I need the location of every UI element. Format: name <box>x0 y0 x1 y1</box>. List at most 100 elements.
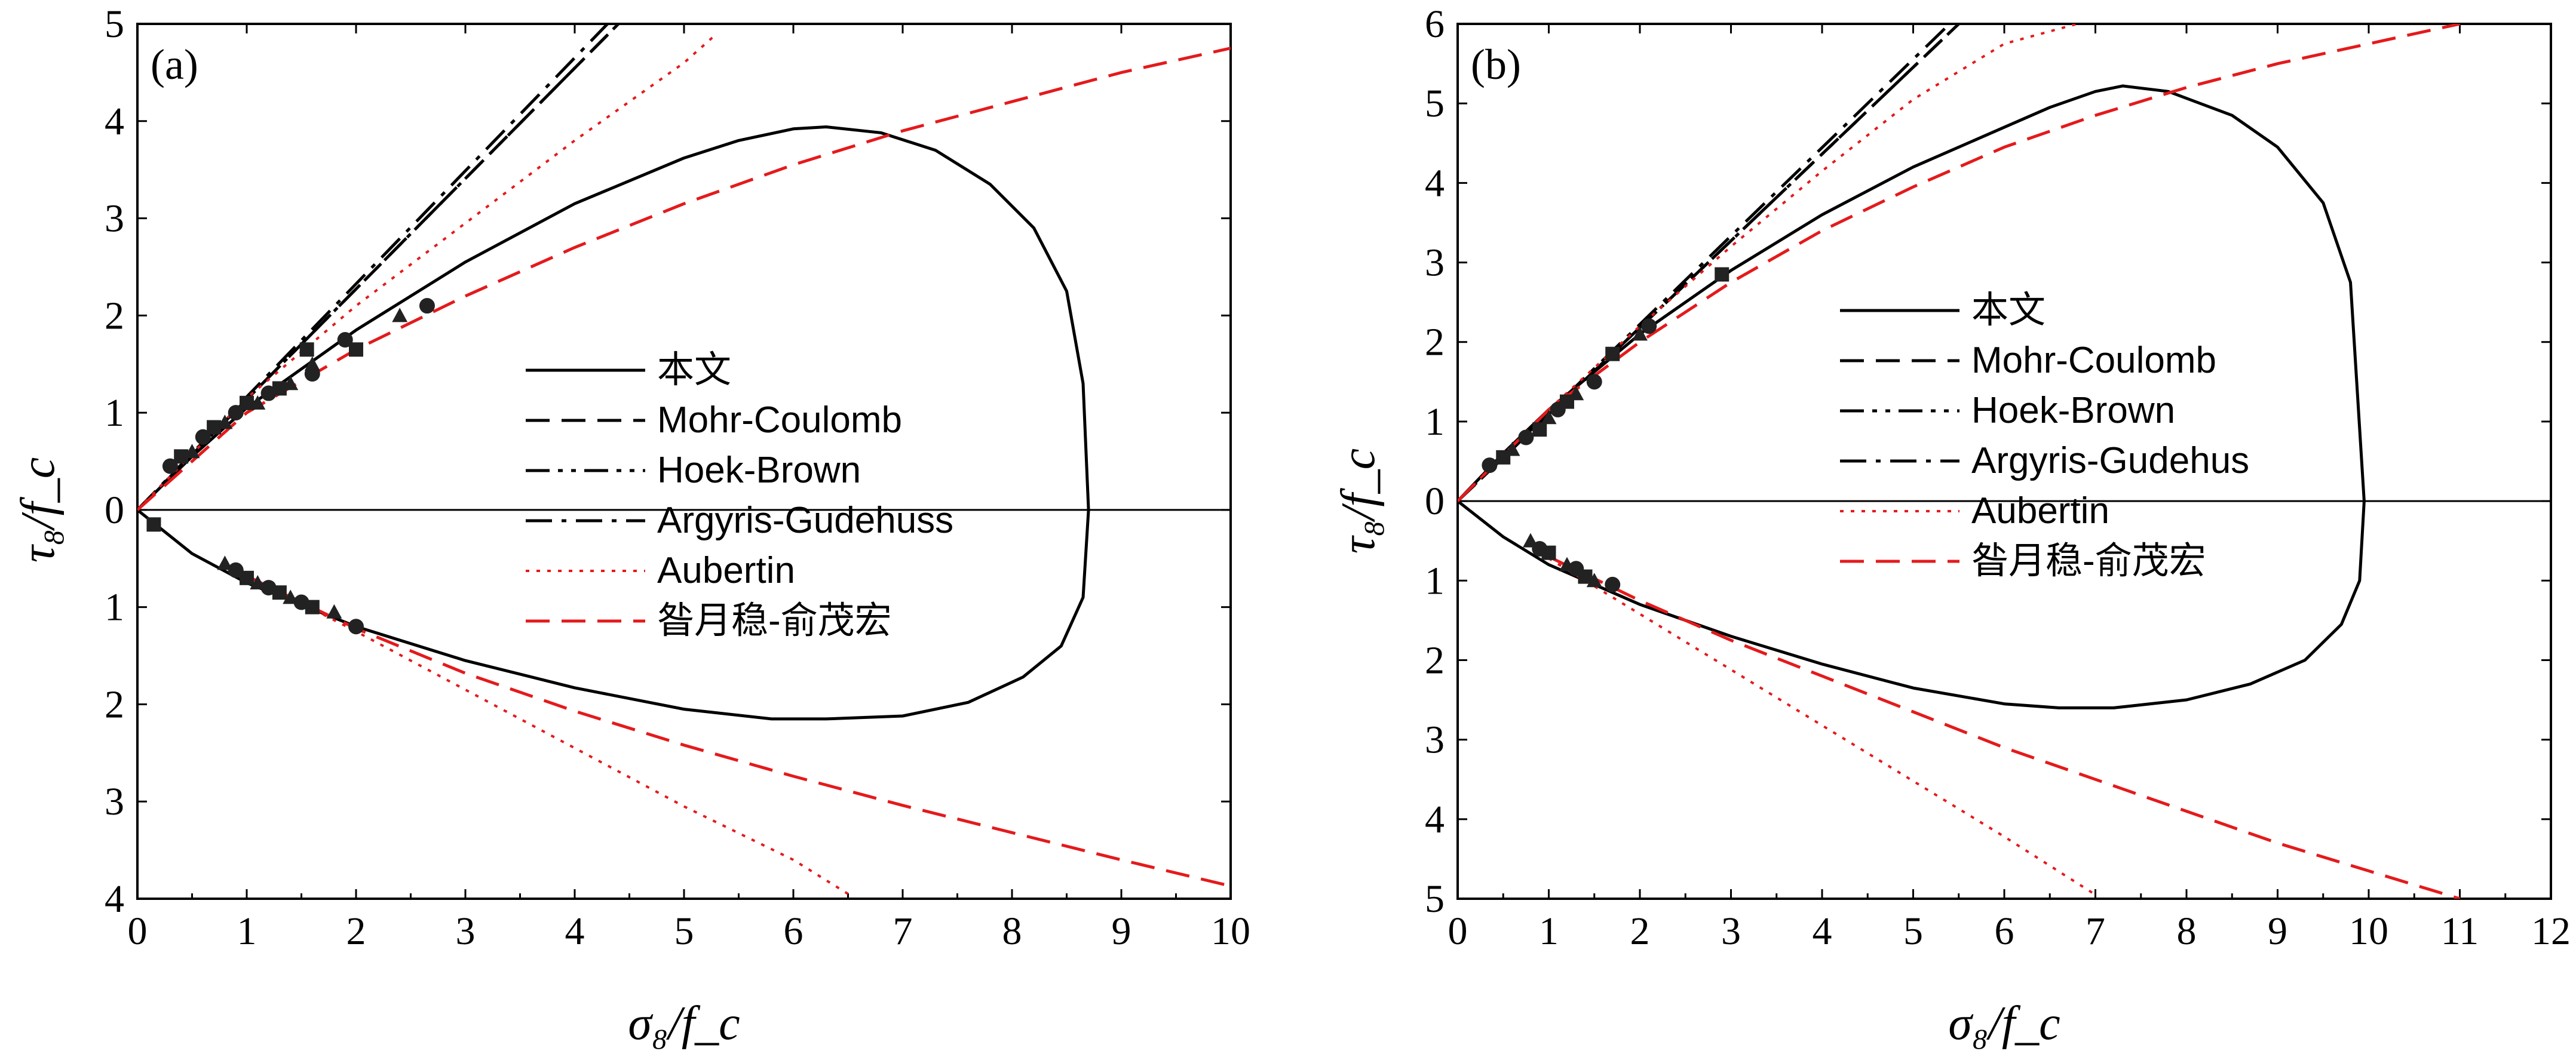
legend-label: 昝月稳-俞茂宏 <box>657 600 892 641</box>
data-point <box>1518 429 1534 445</box>
x-tick-label: 0 <box>1448 909 1468 953</box>
x-tick-label: 7 <box>2086 909 2105 953</box>
y-tick-label: 4 <box>105 100 124 143</box>
data-point <box>1504 441 1520 456</box>
x-tick-label: 6 <box>1995 909 2014 953</box>
y-tick-label: 2 <box>105 683 124 726</box>
y-tick-label: 5 <box>1425 82 1445 125</box>
legend-label: Hoek-Brown <box>657 450 861 491</box>
panel-label: (a) <box>151 41 198 88</box>
data-point <box>1568 386 1584 401</box>
legend-label: Aubertin <box>657 550 795 591</box>
x-tick-label: 8 <box>2177 909 2197 953</box>
series-line <box>137 32 849 895</box>
y-tick-label: 0 <box>105 488 124 532</box>
x-axis-title: σ₈/f_c <box>628 997 740 1050</box>
x-tick-label: 4 <box>1813 909 1832 953</box>
y-tick-label: 2 <box>1425 638 1445 682</box>
y-tick-label: 1 <box>1425 559 1445 603</box>
y-tick-label: 0 <box>1425 480 1445 523</box>
y-axis-title: τ₈/f_c <box>1332 448 1385 554</box>
series-group <box>137 24 1231 899</box>
x-tick-label: 0 <box>128 909 148 953</box>
data-point <box>304 356 320 371</box>
data-point <box>217 555 233 570</box>
legend-label: Aubertin <box>1971 490 2109 531</box>
data-point <box>349 342 363 357</box>
data-point <box>1541 545 1556 560</box>
y-tick-label: 3 <box>1425 241 1445 285</box>
y-tick-label: 4 <box>105 877 124 921</box>
x-tick-label: 4 <box>565 909 585 953</box>
data-point <box>272 585 287 600</box>
legend-label: Hoek-Brown <box>1971 390 2175 431</box>
x-tick-label: 3 <box>1721 909 1741 953</box>
legend-label: Mohr-Coulomb <box>657 399 902 441</box>
panel-label: (b) <box>1471 41 1521 88</box>
legend: 本文 Mohr-Coulomb Hoek-Brown Argyris-Gudehus A… <box>1840 290 2249 582</box>
data-point <box>1482 457 1498 474</box>
y-tick-label: 2 <box>105 294 124 337</box>
data-point <box>1532 422 1547 437</box>
y-tick-label: 5 <box>1425 877 1445 921</box>
y-tick-label: 5 <box>105 2 124 46</box>
data-point <box>250 395 266 410</box>
x-tick-label: 10 <box>1211 909 1250 953</box>
series-line <box>1458 24 2096 896</box>
series-line <box>1458 24 2461 899</box>
x-tick-label: 2 <box>1630 909 1650 953</box>
y-tick-label: 3 <box>1425 718 1445 762</box>
x-tick-label: 5 <box>1903 909 1923 953</box>
legend-label: Mohr-Coulomb <box>1971 340 2216 381</box>
data-point <box>392 308 408 322</box>
legend-label: Argyris-Gudehus <box>1971 440 2249 481</box>
legend-label: Argyris-Gudehuss <box>657 500 953 541</box>
x-tick-label: 8 <box>1002 909 1022 953</box>
data-point <box>283 376 299 391</box>
data-point <box>326 604 342 619</box>
legend-label: 本文 <box>657 349 731 391</box>
x-tick-label: 3 <box>456 909 476 953</box>
x-tick-label: 12 <box>2531 909 2571 953</box>
x-tick-label: 7 <box>893 909 913 953</box>
data-point <box>1641 318 1657 334</box>
y-tick-label: 2 <box>1425 321 1445 364</box>
y-tick-label: 4 <box>1425 161 1445 205</box>
legend-label: 昝月稳-俞茂宏 <box>1971 540 2206 582</box>
data-point <box>1586 374 1602 390</box>
data-point <box>1715 267 1729 282</box>
x-axis-title: σ₈/f_c <box>1948 997 2060 1050</box>
data-point <box>1605 576 1621 592</box>
y-axis-title: τ₈/f_c <box>12 457 65 563</box>
panel-b: 0 1 2 3 4 5 6 7 8 9 10 11 12012345612345(b)本文Mohr-Co… <box>1332 2 2571 1050</box>
series-group <box>1458 24 2461 899</box>
x-tick-label: 2 <box>346 909 366 953</box>
y-tick-label: 6 <box>1425 2 1445 46</box>
x-tick-label: 9 <box>2268 909 2287 953</box>
data-point <box>305 600 320 614</box>
x-tick-label: 5 <box>674 909 694 953</box>
x-tick-label: 1 <box>1539 909 1559 953</box>
y-tick-label: 3 <box>105 197 124 241</box>
legend-label: 本文 <box>1971 290 2046 331</box>
y-tick-label: 1 <box>105 391 124 435</box>
data-point <box>419 298 435 314</box>
x-tick-label: 10 <box>2349 909 2388 953</box>
y-tick-label: 4 <box>1425 798 1445 841</box>
data-point <box>217 414 233 429</box>
data-point <box>1541 410 1557 425</box>
x-tick-label: 11 <box>2441 909 2479 953</box>
panel-a: 0 1 2 3 4 5 6 7 8 9 10 0 1 2 3 4 5 1 2 3 4 (a) 本文 Mohr-Coulomb H… <box>12 2 1250 1050</box>
series-line <box>1458 84 2366 709</box>
data-point <box>299 342 314 357</box>
y-tick-label: 1 <box>1425 400 1445 444</box>
legend: 本文 Mohr-Coulomb Hoek-Brown Argyris-Gudehuss… <box>526 349 953 641</box>
x-tick-label: 6 <box>784 909 804 953</box>
data-point <box>348 619 364 635</box>
data-point <box>240 570 254 585</box>
data-point <box>146 517 161 532</box>
y-tick-label: 3 <box>105 780 124 823</box>
data-point <box>1586 573 1602 588</box>
x-tick-label: 9 <box>1112 909 1131 953</box>
